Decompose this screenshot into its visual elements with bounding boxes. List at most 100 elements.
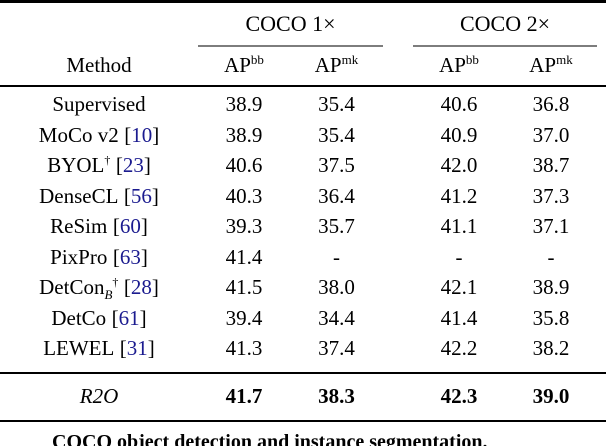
cite-open-bracket: [ <box>112 214 120 239</box>
ap-bb-2x-value: 40.9 <box>440 122 478 147</box>
ap-bb-2x-value: 42.0 <box>440 153 478 178</box>
ap-label: AP <box>314 53 342 78</box>
table-row-r2o: R2O 41.7 38.3 42.3 39.0 <box>0 374 606 420</box>
ap-mk-2x-value: 37.1 <box>532 214 570 239</box>
ap-bb-1x-value: 38.9 <box>225 92 263 117</box>
table-row-densecl: DenseCL [56] 40.3 36.4 41.2 37.3 <box>0 181 606 212</box>
table-body: Supervised 38.9 35.4 40.6 36.8 MoCo v2 [1… <box>0 87 606 372</box>
table-caption: COCO object detection and instance segme… <box>52 431 488 446</box>
col-header-ap-bb-1x: APbb <box>198 53 290 78</box>
ap-mk-1x-value: 37.5 <box>318 153 355 178</box>
header-bottom-rule <box>0 84 606 87</box>
citation-number[interactable]: 61 <box>118 305 140 330</box>
method-cell: LEWEL [31] <box>0 336 198 361</box>
ap-bb-1x-value: 40.3 <box>225 183 263 208</box>
ap-mk-1x-value: 37.4 <box>318 336 355 361</box>
ap-bb-2x-value: - <box>455 244 463 269</box>
group-header-coco-2x: COCO 2× <box>459 11 551 36</box>
ap-bb-2x-value: 41.4 <box>440 305 478 330</box>
ap-mk-2x-value: 38.9 <box>532 275 570 300</box>
ap-mk-1x-value: - <box>333 244 340 269</box>
cite-open-bracket: [ <box>124 122 132 147</box>
citation-number[interactable]: 63 <box>119 244 141 269</box>
cite-close-bracket: ] <box>140 214 148 239</box>
method-cell: DetConB† [28] <box>0 275 198 301</box>
ap-mk-1x-value: 35.4 <box>318 122 355 147</box>
ap-mk-1x-value: 38.0 <box>318 275 355 300</box>
method-cell: PixPro [63] <box>0 245 198 270</box>
ap-bb-1x-value: 41.7 <box>225 384 263 409</box>
table-row-supervised: Supervised 38.9 35.4 40.6 36.8 <box>0 90 606 121</box>
column-header-row: Method APbb APmk APbb APmk <box>0 47 606 85</box>
cite-open-bracket: [ <box>119 336 127 361</box>
method-cell: BYOL† [23] <box>0 153 198 178</box>
ap-bb-2x-value: 42.2 <box>440 336 478 361</box>
ap-label: AP <box>529 53 557 78</box>
ap-bb-2x-value: 41.2 <box>440 183 478 208</box>
ap-mk-2x-value: 38.7 <box>532 153 570 178</box>
cite-close-bracket: ] <box>143 153 151 178</box>
ap-superscript: bb <box>465 52 479 68</box>
cite-close-bracket: ] <box>151 275 159 300</box>
method-name: MoCo v2 <box>38 122 119 147</box>
citation-number[interactable]: 28 <box>130 275 152 300</box>
method-name: Supervised <box>52 92 146 117</box>
table-row-lewel: LEWEL [31] 41.3 37.4 42.2 38.2 <box>0 334 606 365</box>
pre-final-row-rule <box>0 372 606 374</box>
method-name: DenseCL <box>39 183 119 208</box>
citation-number[interactable]: 23 <box>122 153 144 178</box>
cite-open-bracket: [ <box>123 275 131 300</box>
ap-bb-2x-value: 42.3 <box>440 384 478 409</box>
ap-mk-1x-value: 38.3 <box>318 384 355 409</box>
ap-bb-1x-value: 41.4 <box>225 244 263 269</box>
ap-mk-1x-value: 36.4 <box>318 183 355 208</box>
ap-mk-1x-value: 35.4 <box>318 92 355 117</box>
cite-close-bracket: ] <box>147 336 155 361</box>
ap-superscript: mk <box>556 52 573 68</box>
cite-open-bracket: [ <box>111 305 119 330</box>
col-header-ap-mk-2x: APmk <box>505 53 597 78</box>
ap-mk-2x-value: 36.8 <box>532 92 570 117</box>
ap-label: AP <box>439 53 466 78</box>
ap-mk-2x-value: 35.8 <box>532 305 570 330</box>
citation-number[interactable]: 60 <box>119 214 141 239</box>
method-name: DetCo <box>51 305 107 330</box>
ap-mk-2x-value: 38.2 <box>532 336 570 361</box>
method-cell: MoCo v2 [10] <box>0 123 198 148</box>
table-row-byol: BYOL† [23] 40.6 37.5 42.0 38.7 <box>0 151 606 182</box>
table-row-resim: ReSim [60] 39.3 35.7 41.1 37.1 <box>0 212 606 243</box>
ap-mk-1x-value: 35.7 <box>318 214 355 239</box>
cite-open-bracket: [ <box>112 244 120 269</box>
cite-close-bracket: ] <box>140 244 148 269</box>
cmidrule-coco-1x <box>198 45 383 47</box>
ap-mk-2x-value: 39.0 <box>532 384 570 409</box>
cite-close-bracket: ] <box>151 183 159 208</box>
method-column-header: Method <box>66 53 132 78</box>
citation-number[interactable]: 56 <box>130 183 152 208</box>
ap-bb-1x-value: 39.3 <box>225 214 263 239</box>
citation-number[interactable]: 10 <box>131 122 153 147</box>
cmidrule-coco-2x <box>413 45 597 47</box>
ap-superscript: bb <box>250 52 264 68</box>
table-row-detco: DetCo [61] 39.4 34.4 41.4 35.8 <box>0 303 606 334</box>
col-header-ap-mk-1x: APmk <box>290 53 383 78</box>
ap-bb-2x-value: 42.1 <box>440 275 478 300</box>
method-name: PixPro <box>50 244 108 269</box>
cite-close-bracket: ] <box>139 305 147 330</box>
ap-bb-1x-value: 41.3 <box>225 336 263 361</box>
ap-mk-1x-value: 34.4 <box>318 305 355 330</box>
group-header-row: COCO 1× COCO 2× <box>0 3 606 45</box>
cmidrule-row <box>0 45 606 47</box>
ap-bb-1x-value: 38.9 <box>225 122 263 147</box>
method-cell: DenseCL [56] <box>0 184 198 209</box>
cite-open-bracket: [ <box>123 183 131 208</box>
ap-superscript: mk <box>341 52 359 68</box>
table-row-moco-v2: MoCo v2 [10] 38.9 35.4 40.9 37.0 <box>0 120 606 151</box>
citation-number[interactable]: 31 <box>126 336 148 361</box>
dagger-icon: † <box>104 153 111 168</box>
method-name: ReSim <box>50 214 108 239</box>
cite-close-bracket: ] <box>152 122 160 147</box>
table-top-rule <box>0 0 606 3</box>
method-cell: Supervised <box>0 92 198 117</box>
cite-open-bracket: [ <box>115 153 123 178</box>
